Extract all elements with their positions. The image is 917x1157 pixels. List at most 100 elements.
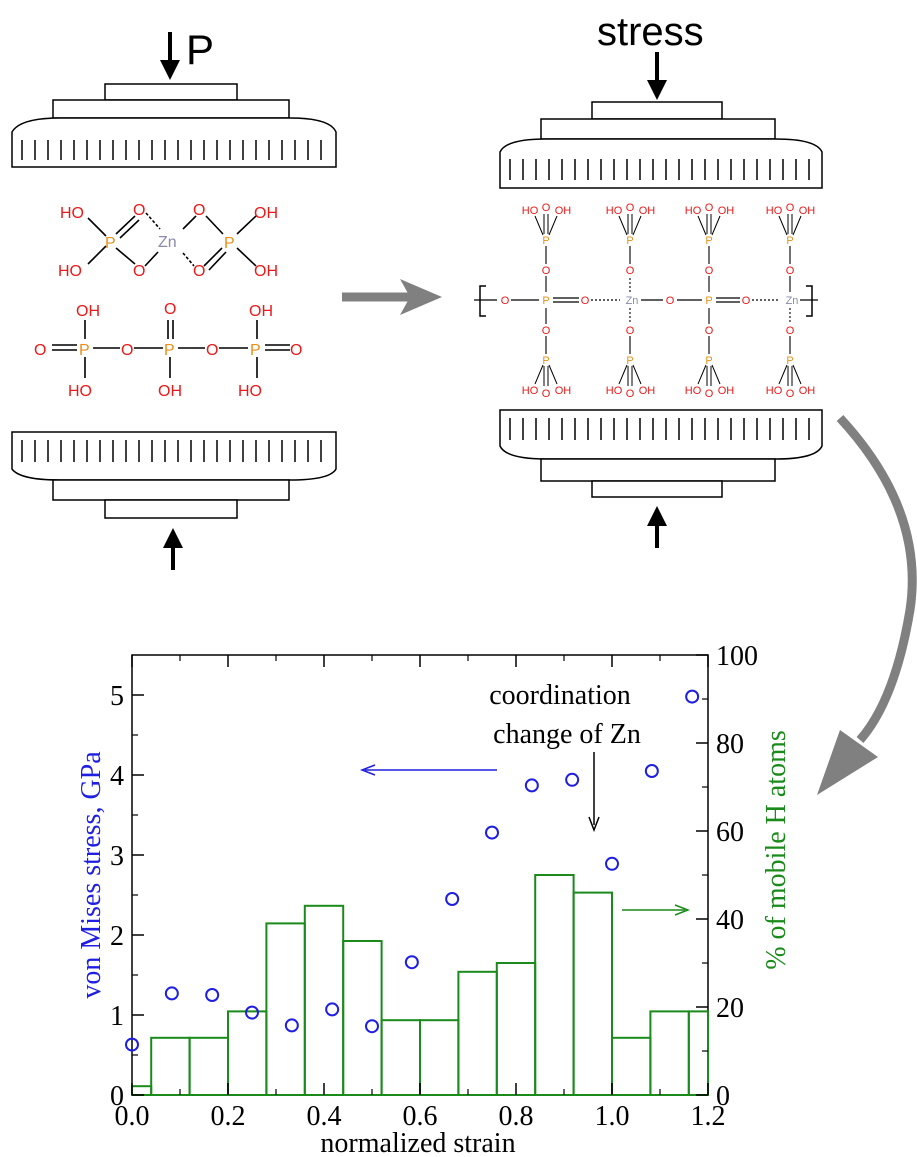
histogram-bar: [150, 1036, 191, 1097]
o-label: O: [626, 265, 635, 277]
zn-label: Zn: [158, 234, 177, 251]
data-point: [485, 825, 499, 840]
ho-label: HO: [766, 205, 783, 217]
histogram-bar: [687, 1010, 709, 1097]
left-top-anvil-hatch: [21, 140, 322, 160]
y-tick-label-right: 0: [716, 1081, 730, 1112]
y-tick-label-right: 80: [716, 729, 744, 760]
zn-label: Zn: [786, 295, 799, 307]
y-tick-label-left: 0: [110, 1081, 124, 1112]
bond: [618, 364, 628, 385]
data-point: [605, 856, 619, 871]
data-point: [284, 1018, 299, 1033]
annotation-line-2: change of Zn: [493, 719, 641, 750]
oh-label: OH: [158, 383, 182, 400]
histogram-bar: [534, 874, 575, 1096]
y-tick-label-right: 20: [716, 993, 744, 1024]
pressure-label: P: [186, 26, 214, 73]
y-tick-label-right: 40: [716, 905, 744, 936]
y-tick-label-right: 60: [716, 817, 744, 848]
oh-label: OH: [254, 263, 278, 280]
oh-label: OH: [555, 205, 572, 217]
scatter-points: [125, 689, 700, 1052]
histogram-bar: [227, 1010, 268, 1097]
y-tick-label-left: 1: [110, 1001, 124, 1032]
left-axis-pointer-arrow: [359, 764, 497, 776]
left-bottom-arrow: [163, 528, 183, 570]
annotation-arrow: [588, 752, 600, 833]
o-label: O: [542, 202, 551, 214]
right-top-anvil: [499, 138, 823, 189]
p-label: P: [705, 295, 712, 307]
p-label: P: [542, 295, 549, 307]
o-label: O: [786, 202, 795, 214]
bond: [711, 215, 721, 236]
ho-label: HO: [60, 205, 84, 222]
ho-label: HO: [766, 385, 783, 397]
o-label: O: [193, 263, 205, 280]
p-label: P: [705, 355, 712, 367]
data-point: [644, 764, 659, 778]
ho-label: HO: [58, 263, 82, 280]
right-press: stress: [499, 10, 823, 548]
data-point: [524, 778, 539, 793]
data-point: [404, 955, 419, 970]
y-axis-label-left: von Mises stress, GPa: [76, 751, 107, 999]
right-top-anvil-hatch: [509, 159, 810, 180]
o-label: O: [705, 202, 714, 214]
histogram-bar: [457, 970, 498, 1096]
ho-label: HO: [522, 205, 539, 217]
o-label: O: [501, 295, 510, 307]
left-bottom-anvil-hatch: [21, 440, 322, 462]
triphosphate-molecule: OH O P O O P O OH P O HO OH HO: [34, 301, 302, 400]
o-label: O: [786, 265, 795, 277]
right-axis-pointer-arrow: [622, 904, 691, 916]
x-tick-label: 1.0: [595, 1101, 630, 1132]
o-label: O: [786, 325, 795, 337]
left-top-anvil: [11, 117, 337, 168]
histogram-bar: [495, 962, 537, 1096]
p-label: P: [79, 342, 90, 359]
bond: [697, 364, 707, 385]
o-label: O: [742, 295, 751, 307]
p-label: P: [224, 235, 235, 252]
p-label: P: [164, 342, 175, 359]
oh-label: OH: [249, 303, 273, 320]
data-point: [205, 988, 220, 1002]
right-bottom-platen-cap: [591, 480, 723, 498]
p-label: P: [786, 355, 793, 367]
o-label: O: [705, 325, 714, 337]
bond: [697, 215, 707, 236]
curved-arrow: [817, 414, 917, 795]
x-tick-label: 0.6: [403, 1101, 438, 1132]
right-bottom-platen-mid: [540, 458, 776, 482]
x-axis-label: normalized strain: [320, 1128, 515, 1157]
zinc-phosphate-complex: HO HO P O O Zn O O P OH OH: [58, 202, 278, 280]
histogram-bar: [342, 940, 383, 1096]
o-label: O: [542, 325, 551, 337]
o-label: O: [626, 325, 635, 337]
x-tick-label: 0.8: [499, 1101, 534, 1132]
data-point: [445, 892, 460, 906]
left-pressure-arrow: [160, 32, 180, 80]
left-bottom-platen-mid: [52, 479, 290, 501]
x-tick-label: 0.4: [307, 1101, 342, 1132]
data-point: [125, 1037, 139, 1052]
right-top-platen-cap: [591, 101, 723, 120]
ho-label: HO: [606, 385, 623, 397]
right-bottom-anvil: [499, 409, 823, 460]
y-tick-label-left: 2: [110, 921, 124, 952]
y-ticks-left: 0 1 2 3 4 5: [110, 681, 144, 1112]
right-top-platen-mid: [540, 118, 776, 140]
data-point: [325, 1002, 340, 1017]
o-label: O: [133, 202, 145, 219]
bond: [792, 215, 802, 236]
bond: [618, 215, 628, 236]
x-ticks: 0.0 0.2 0.4 0.6 0.8 1.0 1.2: [115, 655, 726, 1132]
o-label: O: [133, 263, 145, 280]
o-label: O: [193, 202, 205, 219]
bond: [534, 215, 544, 236]
oh-label: OH: [799, 205, 816, 217]
ho-label: HO: [685, 385, 702, 397]
